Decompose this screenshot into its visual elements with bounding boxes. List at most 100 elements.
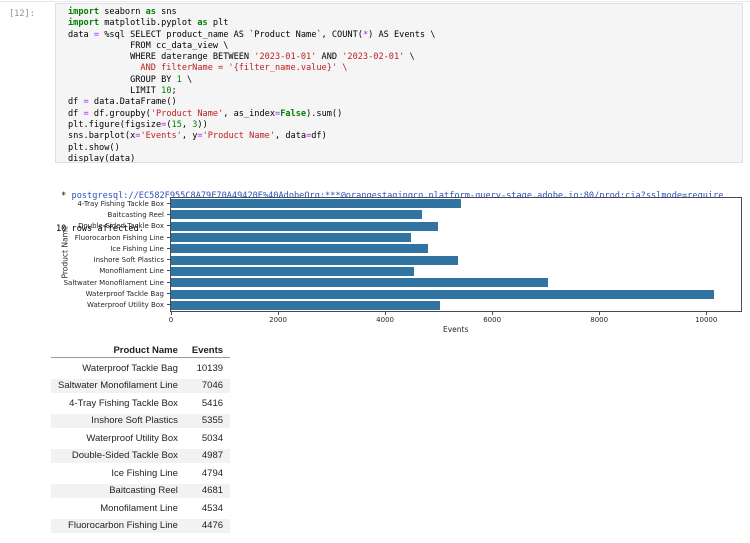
y-tick-label: Waterproof Tackle Bag: [85, 290, 164, 299]
y-tick-mark: [167, 270, 170, 272]
code-line: LIMIT 10;: [68, 86, 177, 97]
chart-bar: [171, 300, 441, 310]
table-header-cell: Product Name: [51, 344, 185, 358]
table-header-cell: Events: [184, 344, 231, 358]
rows-affected: 10 rows affected.: [56, 224, 144, 235]
chart-bar: [171, 255, 458, 265]
code-line: AND filterName = '{filter_name.value}' \: [68, 63, 348, 74]
y-tick-mark: [167, 304, 170, 306]
code-line: WHERE daterange BETWEEN '2023-01-01' AND…: [68, 52, 415, 63]
code-line: GROUP BY 1 \: [68, 74, 193, 85]
table-cell: Waterproof Utility Box: [86, 432, 178, 444]
chart-bar: [171, 244, 428, 254]
code-line: sns.barplot(x='Events', y='Product Name'…: [68, 131, 327, 142]
y-tick-label: Waterproof Utility Box: [87, 301, 164, 310]
table-row: Saltwater Monofilament Line 7046: [51, 378, 231, 393]
table-cell: 5034: [201, 432, 224, 444]
x-tick-mark: [278, 312, 280, 315]
table-header-row: Product Name Events: [51, 344, 231, 358]
code-line: data = %sql SELECT product_name AS `Prod…: [68, 29, 436, 40]
x-tick-mark: [385, 312, 387, 315]
table-cell: 4987: [184, 448, 231, 463]
connection-string: postgresql://EC582F955C8A79F70A49420E%40…: [71, 190, 724, 201]
code-line: plt.show(): [68, 142, 120, 153]
bar-chart-figure: Product Name Events 4-Tray Fishing Tackl…: [58, 194, 748, 340]
code-line: FROM cc_data_view \: [68, 40, 229, 51]
x-tick-mark: [492, 312, 494, 315]
y-tick-mark: [167, 202, 170, 204]
code-line: df = data.DataFrame(): [68, 97, 177, 108]
table-cell: Saltwater Monofilament Line: [51, 378, 185, 393]
y-tick-mark: [167, 293, 170, 295]
x-tick-label: 10000: [695, 316, 718, 324]
table-row: Ice Fishing Line 4794: [51, 466, 230, 481]
table-cell: 7046: [184, 378, 231, 393]
chart-bar: [171, 199, 461, 209]
y-tick-label: Baitcasting Reel: [107, 210, 164, 219]
code-line: display(data): [68, 153, 136, 163]
y-tick-label: Fluorocarbon Fishing Line: [74, 233, 164, 242]
x-tick-mark: [171, 312, 172, 315]
y-tick-mark: [167, 213, 170, 215]
code-line: import matplotlib.pyplot as plt: [68, 18, 229, 29]
chart-bar: [171, 221, 438, 231]
result-table: Product Name Events Waterproof Tackle Bag…: [51, 341, 231, 536]
table-row: Inshore Soft Plastics 5355: [51, 413, 231, 428]
x-axis-label: Events: [443, 325, 469, 334]
table-cell: 4534: [201, 502, 224, 514]
table-cell: Monofilament Line: [100, 502, 178, 514]
connection-line: * postgresql://EC582F955C8A79F70A49420E%…: [56, 191, 750, 202]
table-row: Waterproof Utility Box 5034: [51, 431, 230, 446]
x-tick-mark: [599, 312, 601, 315]
y-tick-label: Double-Sided Tackle Box: [78, 222, 164, 231]
y-tick-label: Saltwater Monofilament Line: [63, 278, 164, 287]
table-cell: 5355: [184, 413, 231, 428]
chart-bar: [171, 278, 549, 288]
table-cell: Double-Sided Tackle Box: [51, 448, 185, 463]
table-cell: 4681: [184, 483, 231, 498]
x-tick-label: 6000: [483, 316, 502, 324]
y-tick-mark: [167, 281, 170, 283]
chart-bar: [171, 289, 714, 299]
table-row: Baitcasting Reel 4681: [51, 483, 231, 498]
table-cell: 4-Tray Fishing Tackle Box: [69, 397, 178, 409]
code-line: df = df.groupby('Product Name', as_index…: [68, 108, 343, 119]
x-tick-label: 8000: [590, 316, 609, 324]
table-cell: 10139: [196, 362, 224, 374]
y-tick-mark: [167, 259, 170, 261]
table-body: Waterproof Tackle Bag 10139 Saltwater Mono…: [51, 361, 231, 533]
chart-bar: [171, 210, 422, 220]
table-cell: Waterproof Tackle Bag: [82, 362, 178, 374]
code-line: plt.figure(figsize=(15, 3)): [68, 119, 208, 130]
execution-count-prompt: [12]:: [9, 9, 35, 19]
table-cell: 4794: [201, 467, 224, 479]
code-cell-editor[interactable]: import seaborn as sns import matplotlib.p…: [55, 3, 743, 163]
y-tick-label: 4-Tray Fishing Tackle Box: [77, 199, 164, 208]
x-tick-label: 2000: [269, 316, 287, 324]
connection-prefix: *: [56, 190, 72, 201]
table-cell: 5416: [201, 397, 224, 409]
table-row: Monofilament Line 4534: [51, 501, 230, 516]
table-row: Waterproof Tackle Bag 10139: [51, 361, 230, 376]
y-tick-label: Ice Fishing Line: [110, 244, 164, 253]
sql-output-text: * postgresql://EC582F955C8A79F70A49420E%…: [56, 168, 750, 258]
y-tick-mark: [167, 225, 170, 227]
top-divider: [0, 1, 750, 2]
table-row: 4-Tray Fishing Tackle Box 5416: [51, 396, 230, 411]
y-tick-label: Monofilament Line: [99, 267, 164, 276]
table-cell: 4476: [184, 518, 231, 533]
x-tick-label: 0: [168, 316, 174, 324]
table-row: Fluorocarbon Fishing Line 4476: [51, 518, 231, 533]
chart-bar: [171, 233, 411, 243]
table-row: Double-Sided Tackle Box 4987: [51, 448, 231, 463]
y-tick-mark: [167, 236, 170, 238]
table-cell: Fluorocarbon Fishing Line: [51, 518, 185, 533]
y-tick-mark: [167, 247, 170, 249]
table-cell: Ice Fishing Line: [111, 467, 178, 479]
table-cell: Baitcasting Reel: [51, 483, 185, 498]
x-tick-label: 4000: [376, 316, 394, 324]
y-tick-label: Inshore Soft Plastics: [93, 256, 164, 265]
chart-bar: [171, 266, 414, 276]
x-tick-mark: [706, 312, 708, 315]
